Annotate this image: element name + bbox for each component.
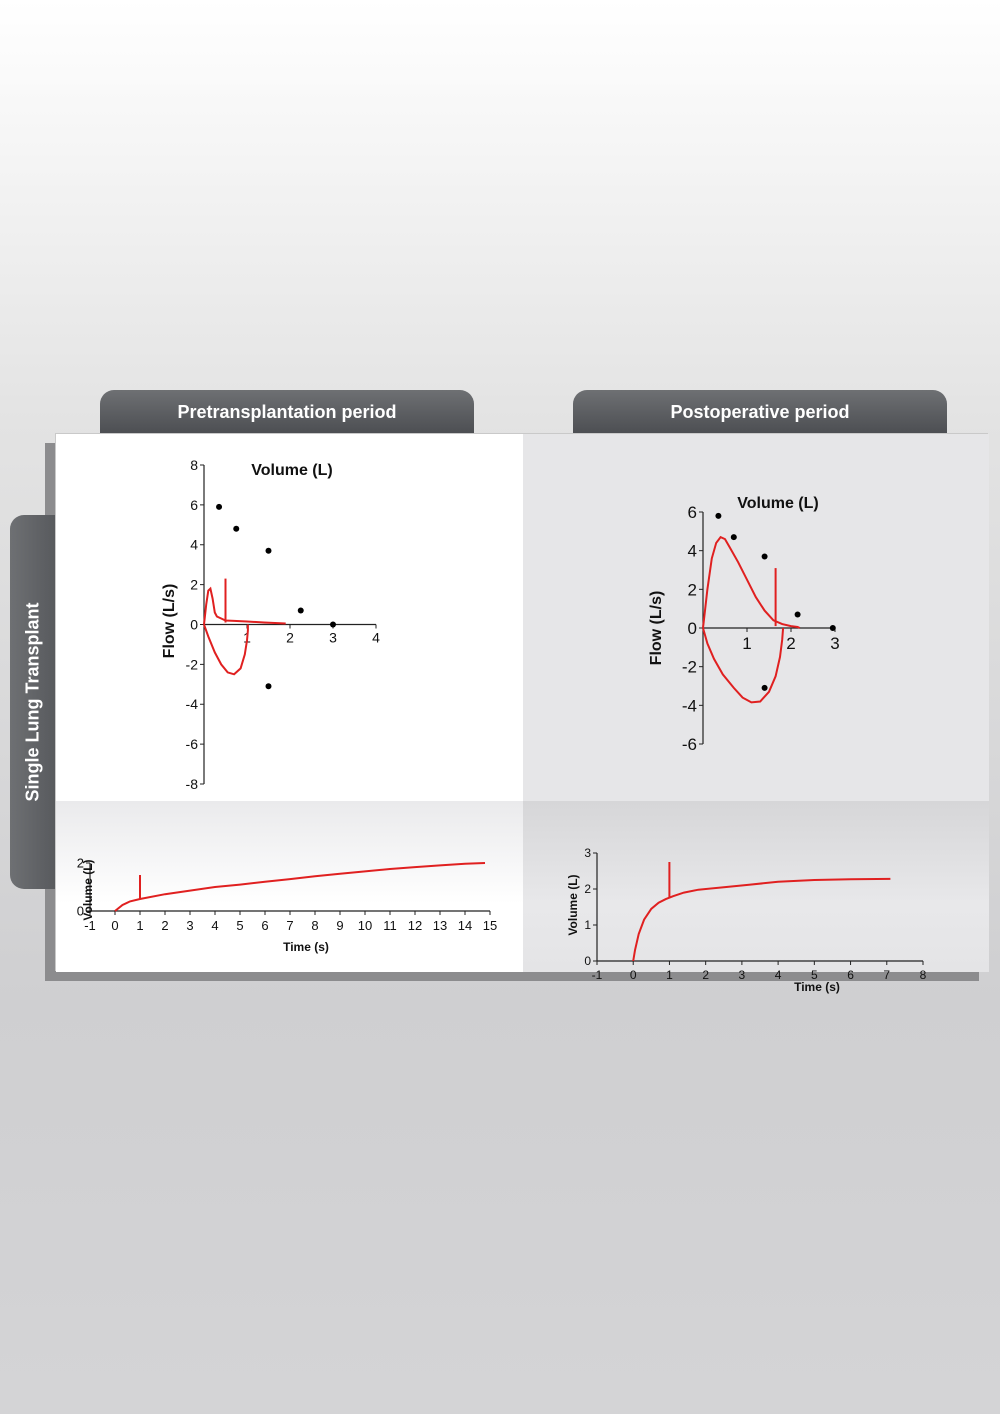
x-tick-label: 3 xyxy=(739,968,746,982)
x-tick-label: -1 xyxy=(84,918,96,933)
y-axis-label: Flow (L/s) xyxy=(648,591,665,666)
y-tick-label: -8 xyxy=(186,776,199,792)
series-curve xyxy=(203,624,249,676)
x-tick-label: 6 xyxy=(847,968,854,982)
x-tick-label: 1 xyxy=(136,918,143,933)
y-tick-label: 2 xyxy=(584,882,591,896)
y-tick-label: 4 xyxy=(190,537,198,553)
series-curve xyxy=(702,535,801,629)
data-point xyxy=(265,547,272,554)
y-tick-label: 1 xyxy=(584,918,591,932)
x-tick-label: 7 xyxy=(883,968,890,982)
y-tick-label: -2 xyxy=(186,656,199,672)
y-tick-label: 8 xyxy=(190,457,198,473)
tab-postoperative-label: Postoperative period xyxy=(670,401,850,422)
y-tick-label: 6 xyxy=(688,503,697,522)
x-axis-label: Time (s) xyxy=(794,980,840,994)
series-curve xyxy=(632,877,891,962)
data-point xyxy=(761,553,768,560)
y-tick-label: 0 xyxy=(688,619,697,638)
x-axis-label: Time (s) xyxy=(283,940,329,954)
y-axis-label: Volume (L) xyxy=(81,859,95,920)
pre-volume-time-panel: 0 2 -1 0 1 2 3 4 5 6 7 8 9 10 11 12 13 14 15 Time (s) Volume… xyxy=(56,801,523,972)
y-tick-label: -4 xyxy=(186,696,199,712)
x-tick-label: 11 xyxy=(383,918,397,933)
y-tick-label: 0 xyxy=(77,904,84,919)
x-tick-label: 8 xyxy=(920,968,927,982)
y-tick-label: 2 xyxy=(688,580,697,599)
y-tick-label: 2 xyxy=(77,856,84,871)
y-axis-label: Flow (L/s) xyxy=(161,584,178,659)
data-point xyxy=(715,512,722,519)
x-tick-label: 8 xyxy=(311,918,318,933)
y-tick-label: 6 xyxy=(190,497,198,513)
x-tick-label: 2 xyxy=(702,968,709,982)
x-tick-label: 14 xyxy=(458,918,472,933)
tab-pretransplantation-label: Pretransplantation period xyxy=(177,401,397,422)
data-point xyxy=(265,683,272,690)
x-tick-label: 13 xyxy=(433,918,447,933)
series-curve xyxy=(114,862,486,912)
data-point xyxy=(829,625,836,631)
x-tick-label: 2 xyxy=(786,634,795,653)
x-tick-label: 6 xyxy=(261,918,268,933)
tab-pretransplantation: Pretransplantation period xyxy=(100,390,474,434)
y-tick-label: -6 xyxy=(186,736,199,752)
x-tick-label: 9 xyxy=(336,918,343,933)
x-tick-label: 4 xyxy=(372,630,380,646)
data-point xyxy=(297,607,304,614)
x-tick-label: 15 xyxy=(483,918,497,933)
x-tick-label: -1 xyxy=(592,968,603,982)
y-tick-label: 0 xyxy=(190,616,198,632)
y-tick-label: 2 xyxy=(190,577,198,593)
x-tick-label: 0 xyxy=(630,968,637,982)
post-flow-volume-panel: 6 4 2 0 -2 -4 -6 1 2 3 Volume (L) Flow (L/s) xyxy=(523,434,989,801)
data-point xyxy=(233,525,240,532)
x-tick-label: 12 xyxy=(408,918,422,933)
tab-postoperative: Postoperative period xyxy=(573,390,947,434)
y-tick-label: 4 xyxy=(688,542,697,561)
x-tick-label: 0 xyxy=(111,918,118,933)
x-tick-label: 7 xyxy=(286,918,293,933)
y-tick-label: -6 xyxy=(682,735,697,754)
y-tick-label: 3 xyxy=(584,846,591,860)
post-volume-time-panel: 0 1 2 3 -1 0 1 2 3 4 5 6 7 8 Time (s) Volume (L) xyxy=(523,801,989,994)
y-tick-label: -4 xyxy=(682,696,697,715)
pre-flow-volume-panel: 8 6 4 2 0 -2 -4 -6 -8 1 2 3 4 Volume (L) Flow (L/s) xyxy=(56,434,523,801)
data-point xyxy=(761,684,768,691)
x-tick-label: 3 xyxy=(329,630,337,646)
chart-title: Volume (L) xyxy=(251,462,332,479)
y-axis-label: Volume (L) xyxy=(566,874,580,935)
x-tick-label: 1 xyxy=(666,968,673,982)
x-tick-label: 4 xyxy=(211,918,218,933)
side-tab-label: Single Lung Transplant xyxy=(22,602,43,802)
x-tick-label: 3 xyxy=(830,634,839,653)
data-point xyxy=(216,503,223,510)
series-curve xyxy=(203,586,286,625)
data-point xyxy=(730,534,737,541)
x-tick-label: 3 xyxy=(186,918,193,933)
x-tick-label: 5 xyxy=(811,968,818,982)
x-tick-label: 10 xyxy=(358,918,372,933)
post-flow-volume-chart: 6 4 2 0 -2 -4 -6 1 2 3 Volume (L) Flow (L/s) xyxy=(648,495,840,754)
x-tick-label: 2 xyxy=(161,918,168,933)
x-tick-label: 4 xyxy=(775,968,782,982)
chart-title: Volume (L) xyxy=(737,495,818,512)
series-curve xyxy=(702,627,785,704)
data-point xyxy=(794,611,801,618)
data-point xyxy=(330,621,336,628)
y-tick-label: -2 xyxy=(682,658,697,677)
x-tick-label: 5 xyxy=(236,918,243,933)
x-tick-label: 1 xyxy=(742,634,751,653)
y-tick-label: 0 xyxy=(584,954,591,968)
x-tick-label: 2 xyxy=(286,630,294,646)
